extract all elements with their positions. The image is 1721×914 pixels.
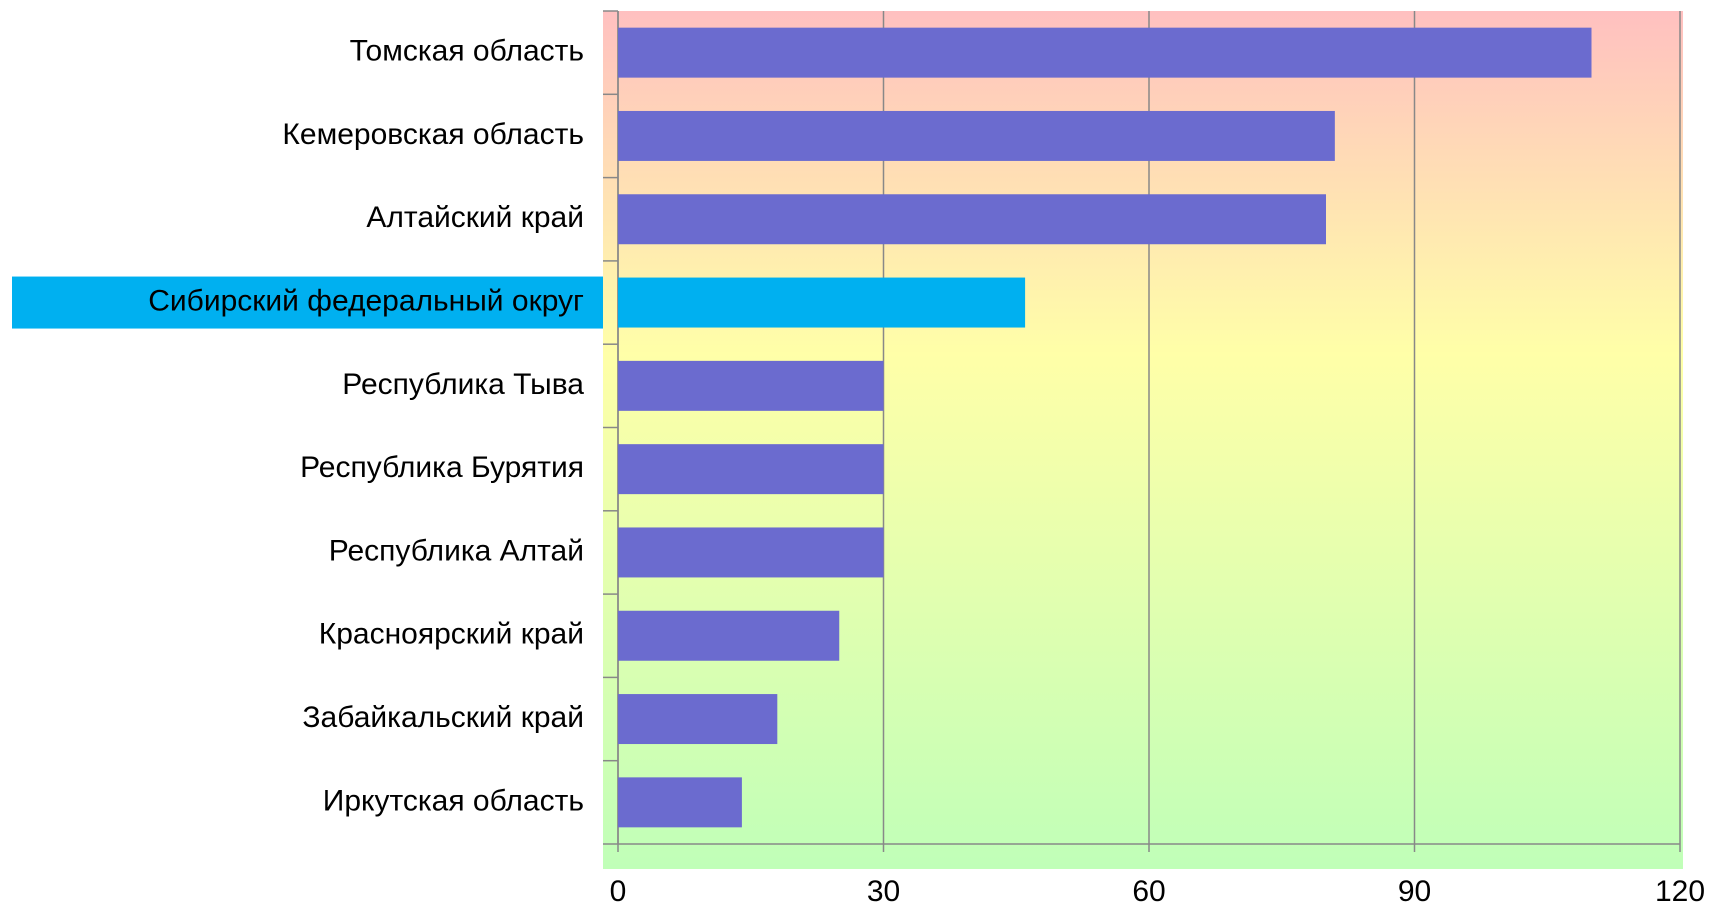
- y-tick-label: Алтайский край: [366, 201, 584, 234]
- y-tick-label: Республика Тыва: [342, 368, 584, 401]
- label-highlight: [12, 276, 603, 329]
- y-tick-label: Республика Алтай: [329, 534, 584, 567]
- bar: [618, 277, 1026, 328]
- y-tick-label: Томская область: [350, 35, 584, 68]
- bar: [618, 694, 778, 745]
- y-tick-label: Кемеровская область: [282, 118, 584, 151]
- x-tick-label: 90: [1398, 875, 1431, 908]
- plot: 0 30 60 90 120 Томская область Кемеровская обл…: [12, 10, 1705, 908]
- bar: [618, 110, 1335, 161]
- x-tick-label: 60: [1132, 875, 1165, 908]
- bar: [618, 610, 840, 661]
- y-tick-label: Республика Бурятия: [300, 451, 584, 484]
- x-tick-label: 0: [610, 875, 627, 908]
- x-tick-label: 120: [1655, 875, 1705, 908]
- y-tick-label: Красноярский край: [319, 618, 584, 651]
- bar: [618, 444, 884, 495]
- bar: [618, 777, 742, 828]
- y-tick-label: Забайкальский край: [302, 701, 584, 734]
- bar: [618, 27, 1592, 78]
- bar: [618, 194, 1326, 245]
- bar: [618, 360, 884, 411]
- y-tick-label: Иркутская область: [323, 784, 584, 817]
- y-tick-label: Сибирский федеральный округ: [148, 284, 584, 317]
- x-tick-label: 30: [867, 875, 900, 908]
- bar: [618, 527, 884, 578]
